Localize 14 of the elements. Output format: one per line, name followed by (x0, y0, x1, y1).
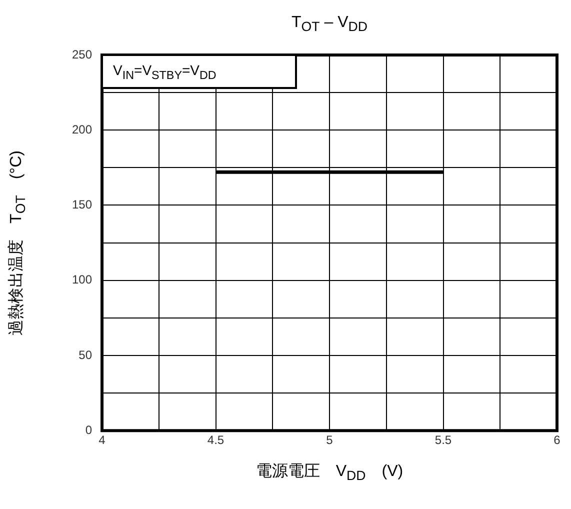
y-tick-label: 100 (72, 272, 92, 287)
x-tick-label: 5.5 (434, 433, 452, 448)
y-tick-label: 200 (72, 122, 92, 136)
y-tick-label: 0 (85, 422, 92, 437)
y-tick-label: 150 (72, 198, 92, 212)
x-tick-label: 5 (326, 433, 334, 448)
chart-title: T$_{OT}$ – V$_{DD}$ (290, 14, 369, 34)
x-tick-label: 4.5 (207, 433, 224, 448)
x-tick-label: 4 (98, 433, 106, 448)
x-axis-title: 電源電圧 V$_{DD}$ (V) (254, 462, 404, 483)
y-tick-label: 50 (78, 348, 92, 362)
y-tick-label: 250 (72, 47, 92, 62)
annotation: V$_{IN}$=V$_{STBY}$=V$_{DD}$ (113, 62, 216, 82)
x-tick-label: 6 (554, 433, 561, 448)
